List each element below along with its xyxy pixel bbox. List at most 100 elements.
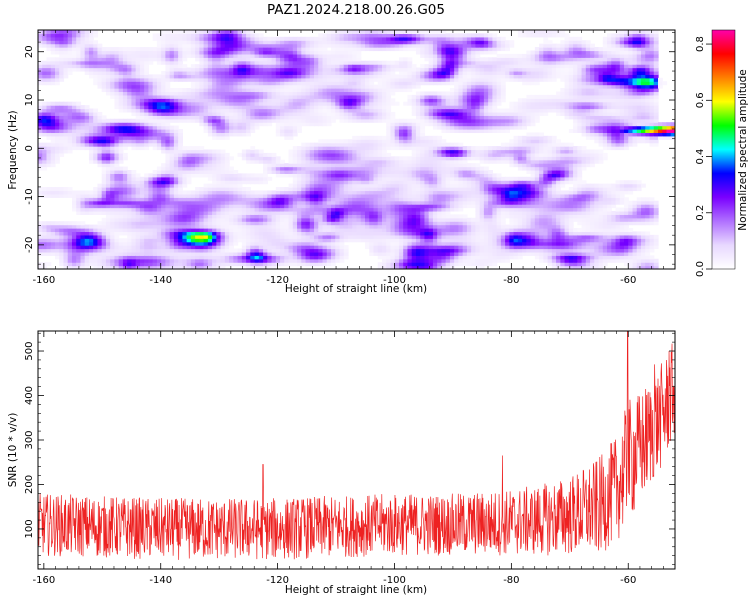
heatmap-cell bbox=[93, 265, 99, 269]
heatmap-cell bbox=[127, 81, 133, 86]
heatmap-cell bbox=[250, 118, 256, 123]
heatmap-cell bbox=[80, 47, 86, 52]
heatmap-cell bbox=[207, 47, 213, 52]
heatmap-cell bbox=[292, 125, 298, 130]
heatmap-cell bbox=[178, 152, 183, 157]
heatmap-cell bbox=[178, 180, 183, 185]
heatmap-cell bbox=[237, 234, 243, 239]
heatmap-cell bbox=[381, 156, 387, 161]
heatmap-cell bbox=[203, 204, 209, 209]
heatmap-cell bbox=[67, 115, 73, 120]
heatmap-cell bbox=[178, 91, 183, 96]
heatmap-cell bbox=[246, 238, 251, 243]
heatmap-cell bbox=[71, 108, 77, 113]
heatmap-cell bbox=[84, 262, 90, 267]
heatmap-cell bbox=[131, 180, 137, 185]
heatmap-cell bbox=[71, 53, 77, 58]
heatmap-cell bbox=[122, 50, 128, 55]
heatmap-cell bbox=[356, 81, 362, 86]
heatmap-cell bbox=[390, 176, 396, 181]
heatmap-cell bbox=[178, 94, 183, 99]
heatmap-cell bbox=[326, 105, 332, 110]
heatmap-cell bbox=[203, 84, 209, 89]
heatmap-cell bbox=[271, 234, 277, 239]
heatmap-cell bbox=[42, 142, 48, 147]
heatmap-cell bbox=[46, 245, 52, 250]
heatmap-cell bbox=[71, 36, 77, 41]
heatmap-cell bbox=[190, 74, 196, 79]
heatmap-cell bbox=[292, 204, 298, 209]
heatmap-cell bbox=[178, 241, 183, 246]
heatmap-cell bbox=[173, 91, 179, 96]
heatmap-cell bbox=[250, 81, 256, 86]
heatmap-cell bbox=[267, 265, 273, 269]
heatmap-cell bbox=[105, 173, 111, 178]
heatmap-cell bbox=[67, 33, 73, 38]
heatmap-cell bbox=[229, 88, 234, 93]
heatmap-cell bbox=[394, 238, 400, 243]
heatmap-cell bbox=[182, 207, 188, 212]
heatmap-cell bbox=[233, 169, 239, 174]
heatmap-cell bbox=[156, 47, 162, 52]
heatmap-cell bbox=[241, 255, 247, 260]
heatmap-cell bbox=[212, 84, 217, 89]
heatmap-cell bbox=[139, 135, 145, 140]
heatmap-cell bbox=[131, 255, 137, 260]
heatmap-cell bbox=[326, 210, 332, 215]
heatmap-cell bbox=[331, 67, 336, 72]
heatmap-cell bbox=[381, 60, 387, 65]
heatmap-cell bbox=[331, 81, 336, 86]
heatmap-cell bbox=[271, 43, 277, 48]
heatmap-cell bbox=[258, 193, 264, 198]
heatmap-cell bbox=[331, 115, 336, 120]
heatmap-cell bbox=[148, 53, 154, 58]
heatmap-cell bbox=[156, 60, 162, 65]
heatmap-cell bbox=[288, 105, 294, 110]
heatmap-cell bbox=[263, 234, 268, 239]
heatmap-cell bbox=[331, 74, 336, 79]
heatmap-cell bbox=[46, 142, 52, 147]
heatmap-cell bbox=[173, 245, 179, 250]
heatmap-cell bbox=[369, 30, 375, 35]
heatmap-cell bbox=[348, 238, 353, 243]
heatmap-cell bbox=[93, 64, 99, 69]
heatmap-cell bbox=[398, 125, 404, 130]
heatmap-cell bbox=[207, 262, 213, 267]
heatmap-cell bbox=[364, 91, 370, 96]
heatmap-cell bbox=[105, 149, 111, 154]
heatmap-cell bbox=[199, 241, 205, 246]
heatmap-cell bbox=[178, 204, 183, 209]
heatmap-cell bbox=[237, 33, 243, 38]
heatmap-cell bbox=[394, 183, 400, 188]
heatmap-cell bbox=[314, 60, 319, 65]
heatmap-cell bbox=[127, 74, 133, 79]
heatmap-cell bbox=[377, 193, 383, 198]
heatmap-cell bbox=[237, 187, 243, 192]
heatmap-cell bbox=[348, 74, 353, 79]
heatmap-cell bbox=[386, 197, 392, 202]
heatmap-cell bbox=[148, 183, 154, 188]
heatmap-cell bbox=[195, 30, 200, 35]
heatmap-cell bbox=[127, 228, 133, 233]
heatmap-cell bbox=[246, 118, 251, 123]
heatmap-cell bbox=[364, 217, 370, 222]
heatmap-cell bbox=[314, 180, 319, 185]
heatmap-cell bbox=[42, 64, 48, 69]
heatmap-cell bbox=[297, 197, 302, 202]
heatmap-cell bbox=[199, 234, 205, 239]
heatmap-cell bbox=[148, 255, 154, 260]
heatmap-cell bbox=[343, 245, 349, 250]
heatmap-cell bbox=[322, 163, 328, 168]
heatmap-cell bbox=[156, 108, 162, 113]
heatmap-cell bbox=[288, 166, 294, 171]
heatmap-cell bbox=[229, 50, 234, 55]
heatmap-cell bbox=[148, 173, 154, 178]
heatmap-cell bbox=[322, 64, 328, 69]
heatmap-cell bbox=[246, 258, 251, 263]
heatmap-cell bbox=[301, 53, 307, 58]
heatmap-cell bbox=[267, 108, 273, 113]
heatmap-cell bbox=[373, 224, 379, 229]
heatmap-cell bbox=[165, 169, 171, 174]
heatmap-cell bbox=[59, 111, 65, 116]
heatmap-cell bbox=[195, 94, 200, 99]
